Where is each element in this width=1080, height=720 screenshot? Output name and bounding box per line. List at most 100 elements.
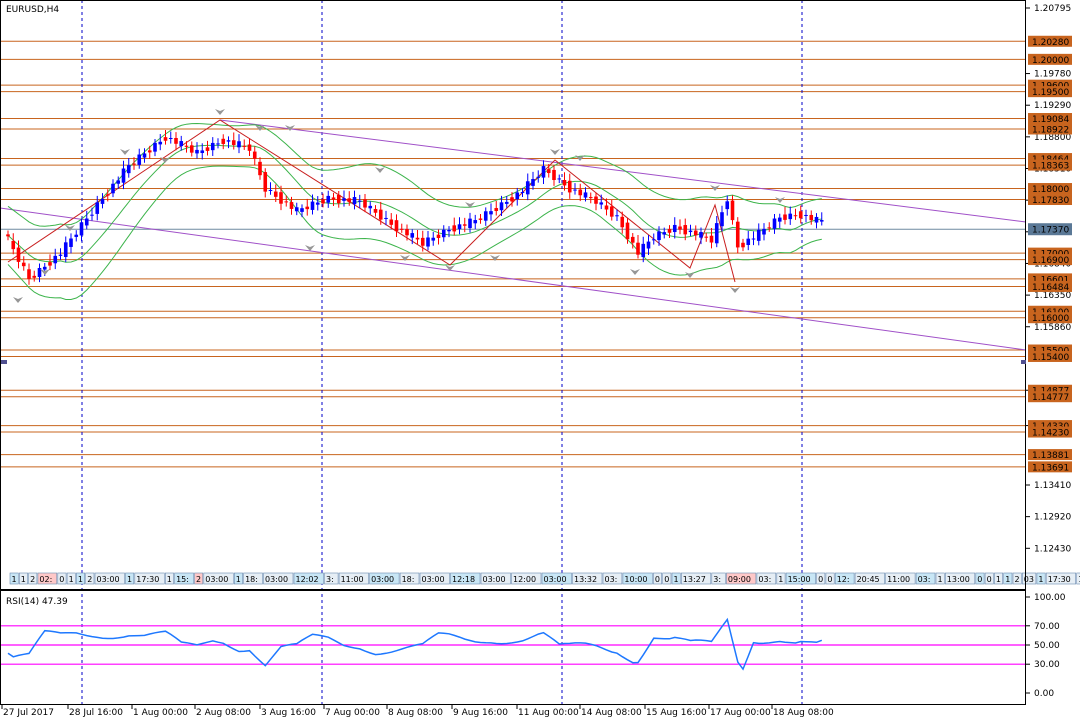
level-label-box [1028,86,1072,98]
candle-body [142,153,147,158]
candle-body [179,141,184,147]
candle-body [756,229,761,241]
event-marker-label: 1 [674,575,679,584]
event-marker [984,572,994,585]
candle-body [720,212,724,227]
zigzag-line [7,119,736,283]
band-mid-line [7,144,822,263]
time-axis: 27 Jul 2017 28 Jul 16:00 1 Aug 00:00 2 Aug … [1,705,834,718]
event-marker [203,572,234,585]
event-marker-label: 0 [818,575,823,584]
candle-body [126,165,131,174]
event-marker [854,572,885,585]
event-marker-label: 1 [127,575,132,584]
candle-body [767,227,772,229]
fractal-marker-icon [160,157,170,163]
candle-body [788,213,793,220]
candle-body [515,192,520,200]
candle-body [730,200,735,221]
event-marker [776,572,786,585]
candle-body [394,220,399,232]
level-label-text: 1.16484 [1032,283,1069,293]
chart-frame [0,0,1026,705]
event-marker [825,572,835,585]
candle-body [546,169,551,174]
event-marker-label: 12:02 [296,575,319,584]
event-marker [94,572,125,585]
candle-body [210,142,215,151]
candle-body [688,230,693,233]
candle-body [268,189,273,191]
event-marker-label: 3: [326,575,334,584]
candle-body [105,194,110,196]
fractal-marker-icon [305,245,315,251]
fractal-marker-icon [685,272,695,278]
candle-body [158,141,163,145]
event-marker [66,572,76,585]
event-marker [1021,572,1037,585]
event-marker [57,572,67,585]
candle-body [483,211,488,221]
fractal-marker-icon [710,185,720,191]
candle-body [384,217,388,219]
candle-body [520,192,525,194]
event-marker [662,572,672,585]
candle-body [615,215,619,217]
event-marker [622,572,653,585]
candle-body [294,207,299,212]
event-marker [711,572,726,585]
level-label-box [1028,426,1072,438]
scroll-handle-right [1021,360,1026,364]
candle-body [468,218,472,229]
time-tick-label: 28 Jul 16:00 [69,708,123,718]
event-marker-label: 2 [1015,575,1020,584]
candle-body [541,166,546,178]
fractal-marker-icon [400,255,410,261]
candle-body [174,137,178,144]
candle-body [326,195,331,203]
candle-body [809,214,814,221]
level-label-box [1028,273,1072,285]
candle-body [415,237,420,240]
candle-body [552,169,556,181]
candle-body [284,201,289,203]
candle-body [725,201,730,210]
level-label-text: 1.20000 [1032,56,1069,66]
candle-body [436,234,441,239]
event-marker-label: 1 [1078,575,1080,584]
level-label-text: 1.16000 [1032,314,1069,324]
time-tick-label: 15 Aug 16:00 [646,708,707,718]
level-label-box [1028,79,1072,91]
price-tick-label: 1.15860 [1034,323,1071,333]
event-marker [726,572,757,585]
event-marker-label: 03: [918,575,931,584]
candle-body [557,178,562,180]
event-marker [480,572,511,585]
candle-body [504,201,509,204]
level-label-box [1028,280,1072,292]
candle-body [646,241,651,249]
event-marker [1036,572,1046,585]
event-marker-label: 12:00 [513,575,536,584]
candle-body [746,238,751,245]
candle-body [641,243,646,257]
scroll-handle-left [1,360,7,364]
event-marker-label: 2 [30,575,35,584]
candle-body [37,268,42,277]
level-label-text: 1.19500 [1032,88,1069,98]
candle-body [510,197,514,202]
level-label-box [1028,312,1072,324]
candle-body [221,138,226,144]
event-marker [9,572,19,585]
candle-body [163,137,168,141]
candle-body [814,216,819,223]
candle-body [819,220,824,222]
event-marker-label: 03:00 [422,575,445,584]
level-label-box [1028,350,1072,362]
rsi-tick-label: 70.00 [1034,622,1060,632]
event-marker-label: 18: [402,575,415,584]
event-marker-label: 02: [39,575,52,584]
candle-body [74,234,79,237]
